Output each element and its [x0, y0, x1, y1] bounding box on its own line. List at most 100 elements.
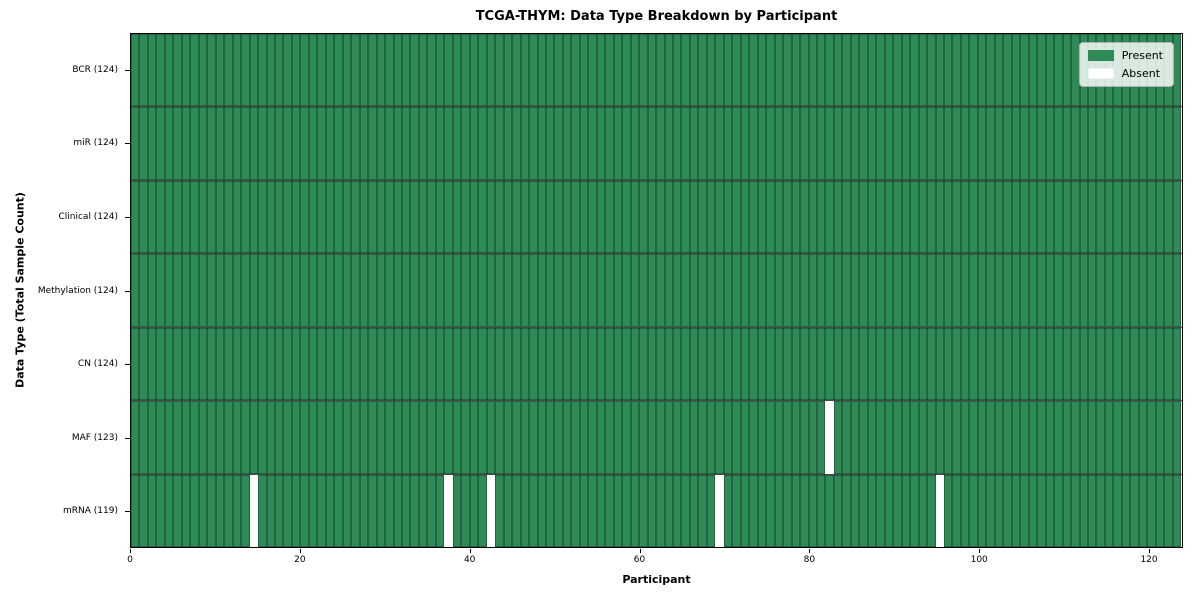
- y-tick-label: Methylation (124): [37, 285, 118, 296]
- y-tick-label: MAF (123): [71, 432, 118, 443]
- grid-cell: [596, 474, 606, 547]
- grid-cell: [1079, 327, 1088, 401]
- grid-cell: [952, 474, 961, 547]
- y-tick-label: mRNA (119): [63, 506, 118, 517]
- y-tick-mark: [125, 364, 130, 366]
- grid-cell: [664, 107, 673, 180]
- grid-cell: [351, 107, 360, 180]
- x-tick-label: 20: [294, 555, 306, 565]
- grid-cell: [190, 327, 199, 401]
- grid-cell: [994, 34, 1004, 107]
- grid-cell: [317, 327, 326, 401]
- x-tick-label: 120: [1140, 555, 1158, 565]
- grid-cell: [884, 254, 894, 327]
- grid-cell: [198, 474, 208, 547]
- grid-cell: [198, 401, 208, 474]
- grid-cell: [274, 474, 284, 547]
- grid-cell: [207, 107, 216, 180]
- grid-cell: [266, 107, 275, 180]
- grid-cell: [605, 474, 614, 547]
- grid-cell: [994, 180, 1004, 254]
- grid-cell: [1071, 254, 1080, 327]
- grid-cell: [944, 401, 953, 474]
- grid-cell: [342, 254, 352, 327]
- grid-cell: [689, 327, 699, 401]
- grid-cell: [215, 254, 225, 327]
- grid-cell: [859, 180, 868, 254]
- grid-cell: [1155, 327, 1165, 401]
- grid-cell: [706, 327, 716, 401]
- y-tick-mark: [125, 143, 130, 145]
- grid-cell: [131, 327, 140, 401]
- grid-cell: [918, 34, 928, 107]
- grid-cell: [960, 401, 970, 474]
- grid-cell: [960, 107, 970, 180]
- grid-cell: [639, 254, 648, 327]
- grid-cell: [757, 401, 767, 474]
- grid-cell: [334, 327, 343, 401]
- grid-cell: [740, 34, 750, 107]
- grid-cell: [529, 254, 538, 327]
- grid-cell: [825, 327, 834, 401]
- grid-cell: [596, 327, 606, 401]
- grid-cell: [232, 34, 242, 107]
- grid-cell: [791, 180, 801, 254]
- grid-cell: [444, 401, 453, 474]
- grid-cell: [833, 180, 843, 254]
- grid-cell: [291, 327, 301, 401]
- grid-cell: [537, 34, 546, 107]
- grid-cell: [1138, 474, 1148, 547]
- grid-cell: [1020, 34, 1029, 107]
- grid-cell: [664, 254, 673, 327]
- grid-cell: [545, 474, 555, 547]
- grid-cell: [164, 474, 174, 547]
- grid-cell: [461, 474, 470, 547]
- grid-cell: [385, 401, 394, 474]
- grid-cell: [1011, 34, 1021, 107]
- grid-cell: [181, 401, 191, 474]
- grid-cell: [545, 107, 555, 180]
- grid-cell: [1096, 401, 1105, 474]
- grid-cell: [1054, 254, 1063, 327]
- grid-cell: [503, 107, 513, 180]
- grid-cell: [258, 327, 267, 401]
- grid-cell: [215, 180, 225, 254]
- grid-cell: [960, 254, 970, 327]
- row-MAF: [131, 401, 1182, 475]
- grid-cell: [571, 254, 580, 327]
- grid-cell: [1037, 327, 1046, 401]
- grid-cell: [1062, 474, 1072, 547]
- grid-cell: [207, 254, 216, 327]
- grid-cell: [867, 327, 877, 401]
- grid-cell: [224, 327, 233, 401]
- grid-cell: [1164, 474, 1173, 547]
- grid-cell: [554, 180, 563, 254]
- grid-cell: [850, 180, 860, 254]
- grid-cell: [766, 401, 775, 474]
- grid-cell: [359, 180, 369, 254]
- grid-cell: [258, 401, 267, 474]
- grid-cell: [181, 474, 191, 547]
- grid-cell: [1020, 107, 1029, 180]
- grid-cell: [1045, 474, 1055, 547]
- grid-cell: [486, 180, 496, 254]
- grid-cell: [1003, 107, 1012, 180]
- grid-cell: [300, 34, 309, 107]
- grid-cell: [385, 474, 394, 547]
- grid-cell: [867, 401, 877, 474]
- grid-cell: [427, 180, 436, 254]
- y-tick-label: CN (124): [77, 359, 118, 370]
- grid-cell: [334, 401, 343, 474]
- grid-cell: [198, 327, 208, 401]
- y-tick-mark: [125, 216, 130, 218]
- grid-cell: [910, 254, 919, 327]
- grid-cell: [469, 254, 479, 327]
- grid-cell: [884, 180, 894, 254]
- grid-cell: [723, 401, 733, 474]
- grid-cell: [198, 180, 208, 254]
- grid-cell: [791, 107, 801, 180]
- grid-cell: [1079, 180, 1088, 254]
- grid-cell: [732, 107, 741, 180]
- grid-cell: [825, 401, 834, 474]
- grid-cell: [385, 180, 394, 254]
